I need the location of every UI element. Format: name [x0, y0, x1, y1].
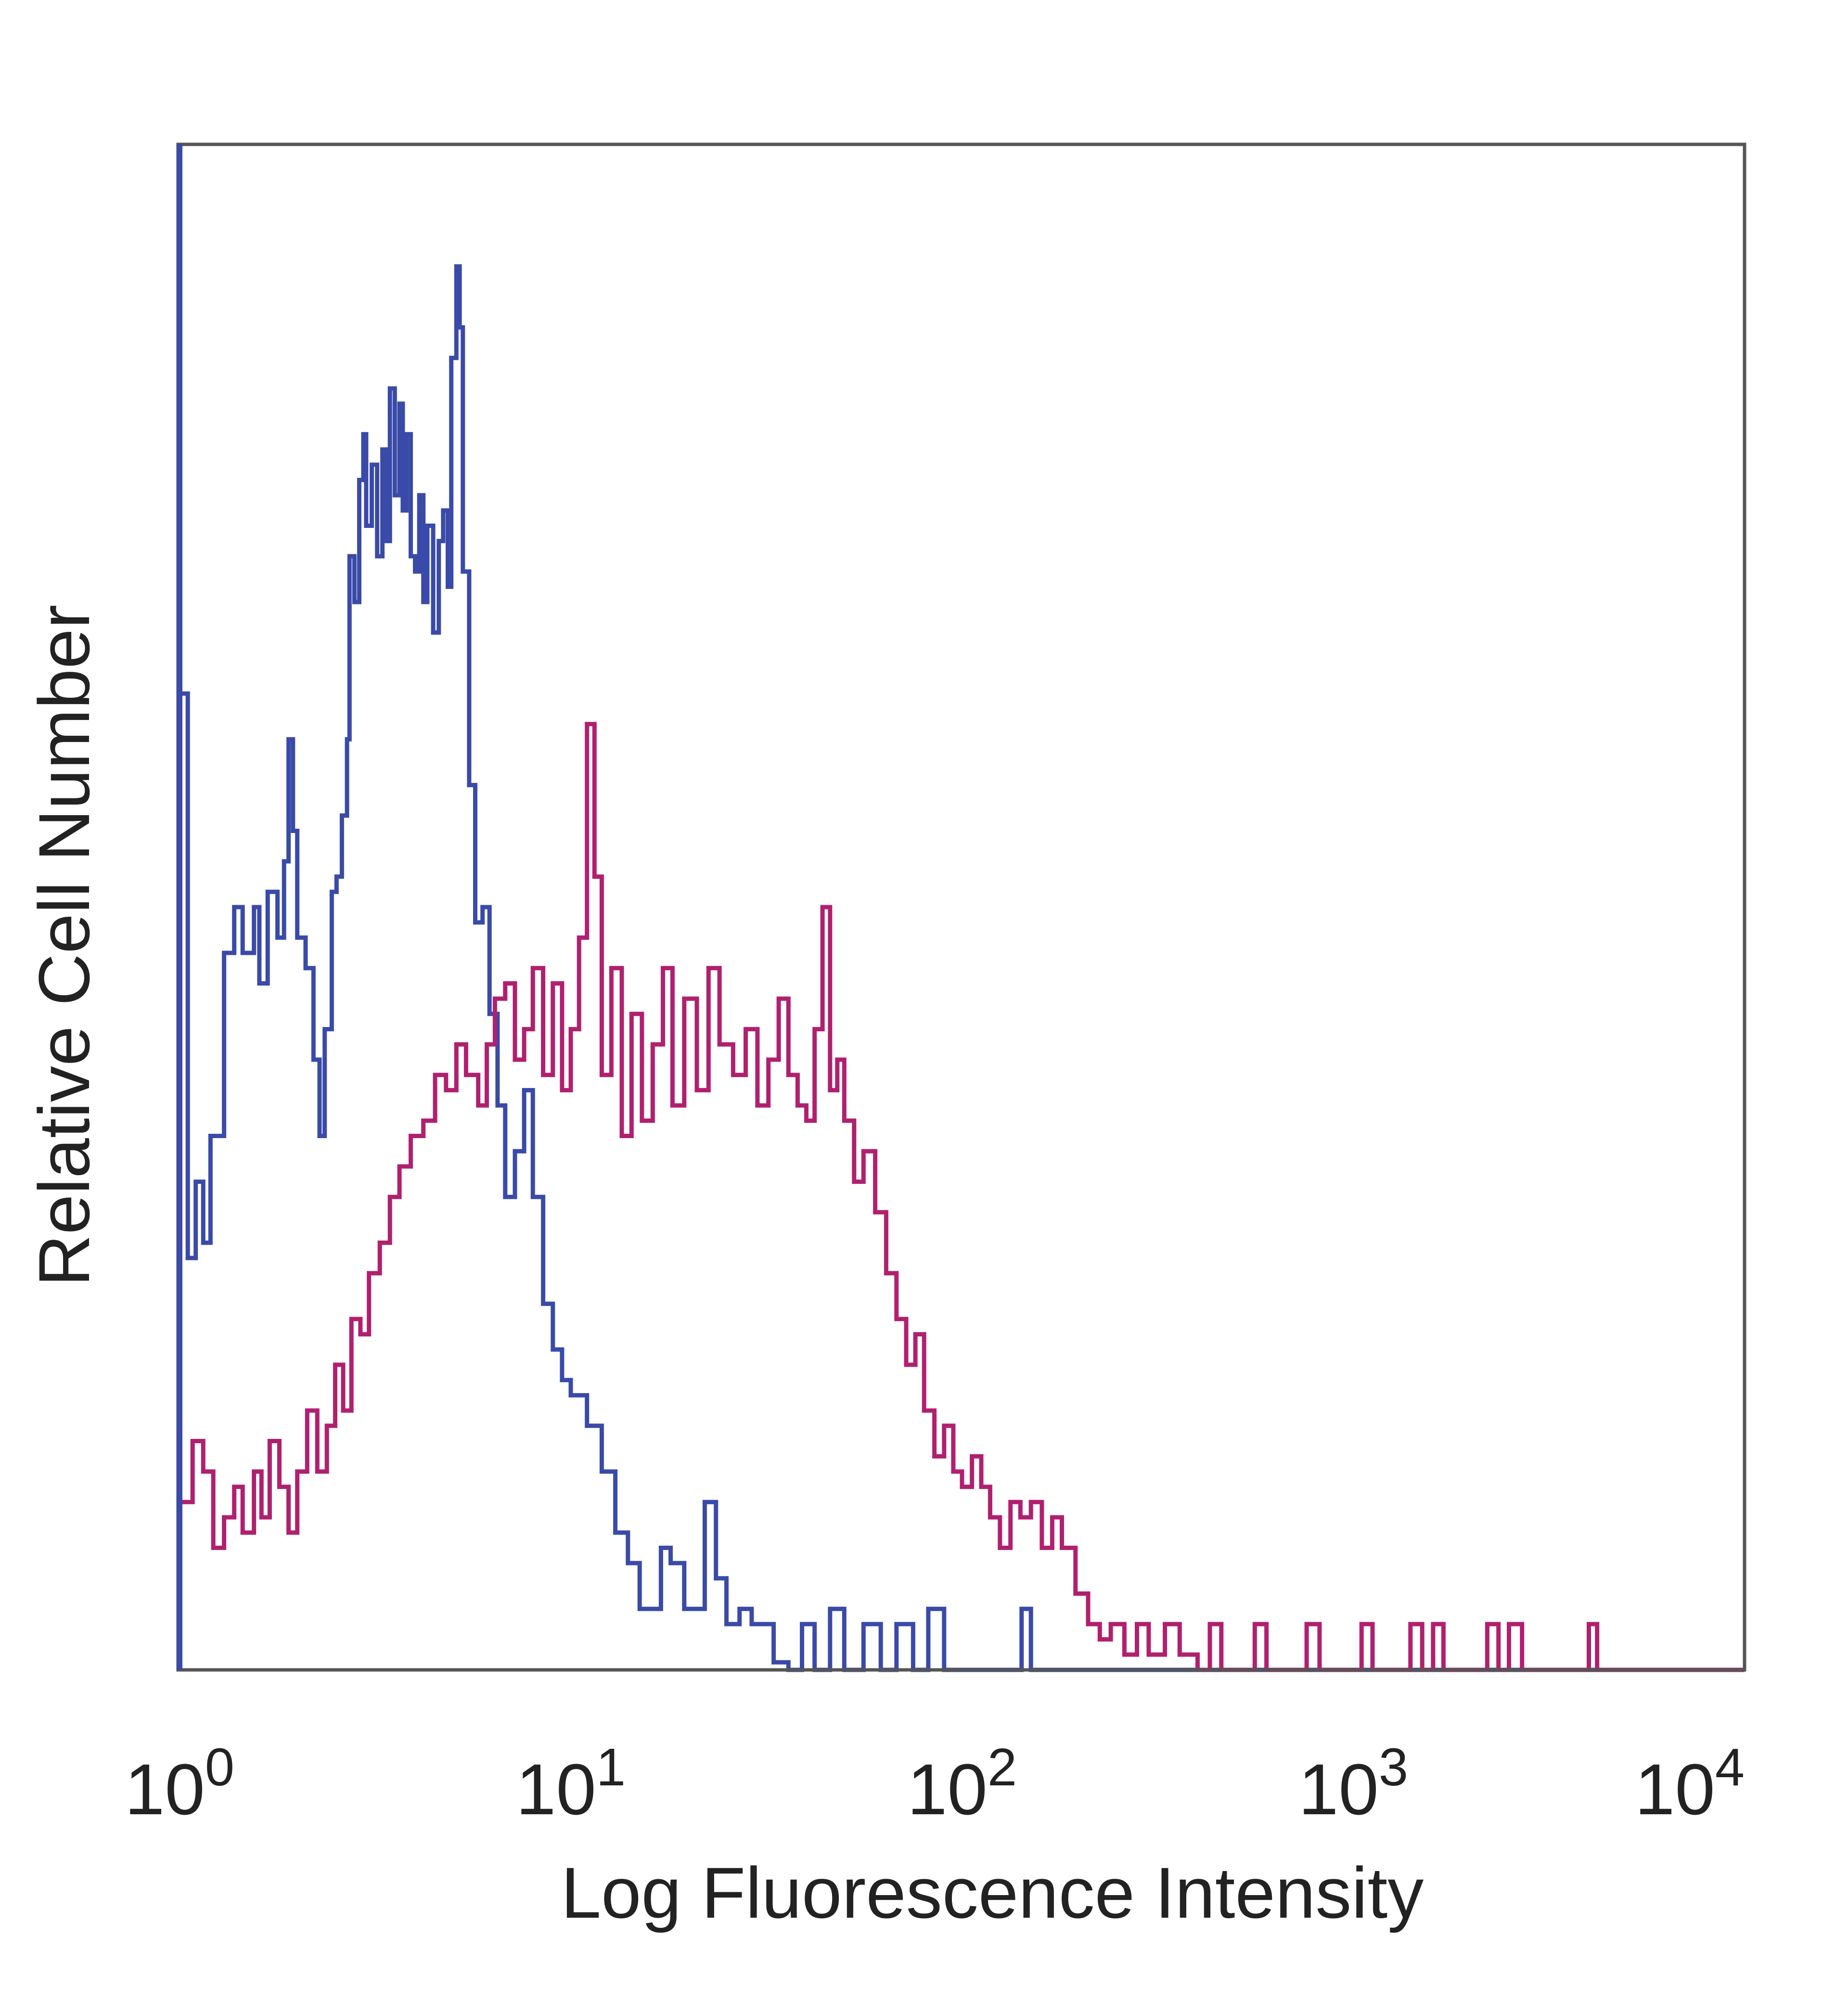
histogram-series-2: [180, 722, 1745, 1672]
histogram-series-1: [180, 264, 1745, 1672]
x-tick-label-0: 100: [125, 1738, 234, 1830]
x-tick-label-1: 101: [516, 1738, 626, 1830]
plot-frame: [176, 142, 1746, 1672]
y-axis-title: Relative Cell Number: [24, 604, 104, 1286]
x-tick-label-4: 104: [1635, 1738, 1745, 1830]
series-layer: [180, 264, 1745, 1672]
x-tick-label-2: 102: [907, 1738, 1017, 1830]
x-tick-labels: 100 101 102 103 104: [125, 1738, 1745, 1830]
x-axis-title: Log Fluorescence Intensity: [561, 1852, 1424, 1933]
x-tick-label-3: 103: [1298, 1738, 1408, 1830]
